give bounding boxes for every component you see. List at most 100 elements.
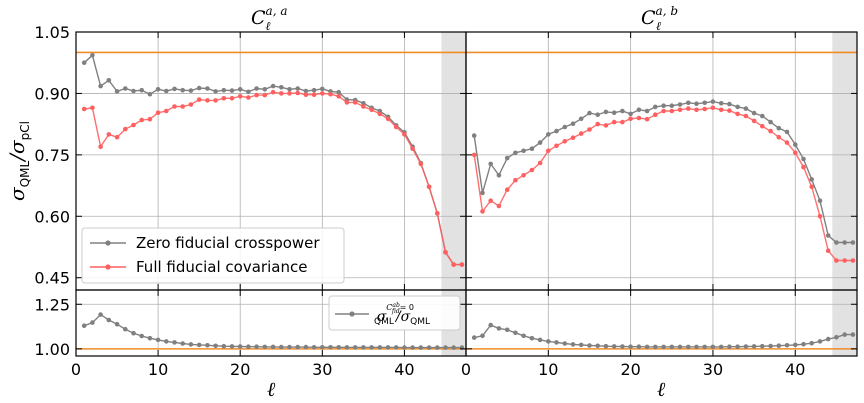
data-point [587, 110, 592, 116]
series-full-covariance-left [81, 89, 465, 267]
x-tick-label: 40 [394, 360, 414, 379]
data-point [529, 146, 535, 151]
data-point [504, 187, 510, 192]
data-point [155, 87, 161, 92]
data-point [262, 92, 268, 98]
ratio-legend-marker [349, 311, 355, 317]
x-tick-label: 20 [620, 360, 640, 379]
data-point [702, 100, 707, 106]
data-point [352, 345, 358, 350]
data-point [743, 344, 749, 349]
data-point [320, 86, 325, 92]
data-point [743, 113, 749, 119]
data-point [303, 344, 309, 350]
data-point [303, 92, 309, 97]
data-point [295, 344, 301, 350]
data-point [426, 184, 432, 190]
data-point [106, 78, 112, 83]
data-point [842, 332, 847, 337]
data-point [270, 344, 276, 350]
data-point [123, 126, 128, 132]
data-point [451, 345, 457, 350]
data-point [718, 344, 724, 350]
data-point [702, 106, 707, 112]
data-point [393, 345, 399, 350]
data-point [628, 111, 633, 117]
data-point [246, 344, 251, 350]
y-tick-label: 0.60 [34, 207, 70, 226]
data-point [727, 108, 732, 113]
data-point [229, 88, 235, 93]
data-point [270, 83, 276, 89]
legend-label-zero: Zero fiducial crosspower [136, 234, 320, 252]
data-point [480, 333, 485, 339]
data-point [793, 142, 798, 147]
data-point [377, 345, 383, 350]
data-point [587, 127, 592, 132]
data-point [694, 101, 699, 106]
data-point [410, 345, 415, 350]
data-point [677, 102, 683, 107]
data-point [246, 95, 251, 100]
data-point [661, 344, 666, 350]
data-point [369, 345, 374, 350]
data-point [825, 248, 831, 253]
data-point [603, 123, 609, 128]
data-point [164, 88, 169, 94]
data-point [488, 322, 494, 328]
data-point [459, 262, 465, 267]
data-point [393, 124, 399, 130]
data-point [611, 344, 617, 349]
data-point [147, 335, 153, 341]
data-point [537, 337, 543, 343]
data-point [344, 345, 350, 350]
data-point [172, 340, 177, 345]
shaded-region-right [832, 32, 857, 356]
data-point [196, 97, 202, 102]
data-point [295, 86, 301, 91]
data-point [537, 160, 543, 166]
data-point [686, 106, 691, 111]
x-tick-label: 0 [71, 360, 81, 379]
data-point [595, 121, 600, 127]
y-axis-title: σQML/σpCl [5, 121, 32, 201]
data-point [546, 148, 551, 154]
data-point [710, 344, 716, 350]
data-point [686, 100, 691, 106]
data-point [303, 88, 309, 94]
x-tick-label: 10 [538, 360, 558, 379]
data-point [336, 89, 342, 95]
data-point [106, 317, 112, 323]
data-point [147, 91, 153, 97]
data-point [320, 345, 325, 350]
data-point [603, 109, 609, 115]
data-point [546, 132, 551, 137]
ratio-legend: σCab fid= 0 QML/σQML [328, 295, 461, 331]
data-point [768, 128, 773, 134]
data-point [513, 150, 518, 156]
data-point [279, 344, 284, 350]
data-point [578, 342, 584, 348]
data-point [809, 184, 814, 190]
data-point [471, 152, 477, 158]
data-point [784, 129, 790, 135]
data-point [570, 135, 576, 140]
data-point [801, 156, 806, 162]
data-point [768, 343, 773, 349]
data-point [817, 339, 823, 344]
data-point [760, 113, 765, 119]
data-point [336, 94, 342, 99]
data-point [825, 233, 831, 238]
data-point [254, 92, 259, 98]
data-point [254, 86, 259, 91]
data-point [710, 99, 716, 104]
data-point [131, 122, 136, 128]
y-tick-label: 0.45 [34, 269, 70, 288]
data-point [562, 139, 568, 144]
data-point [188, 88, 194, 93]
data-point [311, 87, 317, 93]
data-point [336, 345, 342, 350]
data-point [213, 89, 218, 94]
data-point [480, 209, 485, 214]
data-point [139, 333, 144, 339]
